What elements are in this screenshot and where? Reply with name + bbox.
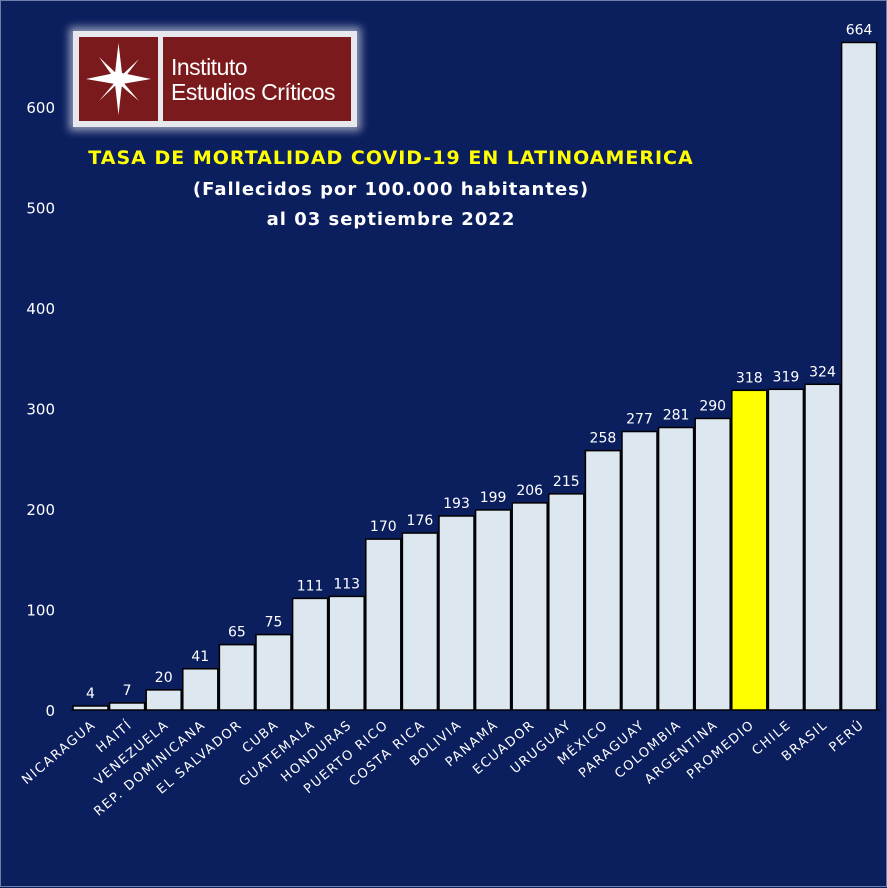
y-tick-label: 200 <box>26 501 55 519</box>
bar-value-label: 75 <box>265 615 283 631</box>
bar <box>511 502 548 711</box>
bar <box>767 388 805 711</box>
bar-value-label: 215 <box>553 474 580 490</box>
logo-text: Instituto Estudios Críticos <box>163 37 351 121</box>
bar <box>438 515 475 711</box>
bar <box>840 41 878 711</box>
bar-value-label: 41 <box>191 649 209 665</box>
logo-line-2: Estudios Críticos <box>171 79 336 105</box>
bar-value-label: 319 <box>773 369 800 385</box>
bar-value-label: 113 <box>333 576 360 592</box>
bar-value-label: 176 <box>407 513 434 529</box>
bar-value-label: 281 <box>663 408 690 424</box>
y-tick-label: 600 <box>26 99 55 117</box>
chart-title: TASA DE MORTALIDAD COVID-19 EN LATINOAME… <box>88 147 694 169</box>
bar <box>218 643 256 711</box>
bar <box>474 509 512 711</box>
bar <box>108 702 146 711</box>
chart-date: al 03 septiembre 2022 <box>266 209 516 230</box>
bar-value-label: 20 <box>155 670 173 686</box>
logo-line-1: Instituto <box>171 54 248 80</box>
bar-value-label: 193 <box>443 496 470 512</box>
bar-value-label: 664 <box>846 22 873 38</box>
bar-value-label: 7 <box>123 683 132 699</box>
bar <box>72 705 109 711</box>
bar <box>694 417 731 711</box>
y-tick-label: 300 <box>26 400 55 418</box>
y-tick-label: 500 <box>26 199 55 217</box>
bar-value-label: 65 <box>228 625 246 641</box>
bar <box>255 633 292 711</box>
bar-value-label: 258 <box>590 431 617 447</box>
chart-subtitle: (Fallecidos por 100.000 habitantes) <box>192 179 590 200</box>
y-tick-label: 100 <box>26 601 55 619</box>
bar-value-label: 277 <box>626 412 653 428</box>
bar <box>291 597 329 711</box>
institute-logo: Instituto Estudios Críticos <box>73 31 357 127</box>
bar <box>328 595 365 711</box>
bar-value-label: 199 <box>480 490 507 506</box>
bar-value-label: 324 <box>809 364 836 380</box>
bar <box>182 668 219 711</box>
bar-value-label: 170 <box>370 519 397 535</box>
bar <box>584 449 622 711</box>
bar <box>145 689 182 711</box>
bar <box>401 532 439 711</box>
bar <box>804 383 841 711</box>
bar <box>621 430 658 711</box>
bar <box>731 389 768 711</box>
bar-value-label: 111 <box>297 578 324 594</box>
x-tick-label: NICARAGUA <box>19 718 99 788</box>
bar <box>548 493 585 711</box>
bar <box>657 426 695 711</box>
x-tick-label: PERÚ <box>826 717 868 756</box>
bar-value-label: 290 <box>699 398 726 414</box>
bar <box>365 538 402 711</box>
compass-star-icon <box>79 37 158 121</box>
bar-value-label: 318 <box>736 370 763 386</box>
y-tick-label: 0 <box>45 702 55 720</box>
bar-value-label: 4 <box>86 686 95 702</box>
bar-value-label: 206 <box>516 483 543 499</box>
y-tick-label: 400 <box>26 300 55 318</box>
